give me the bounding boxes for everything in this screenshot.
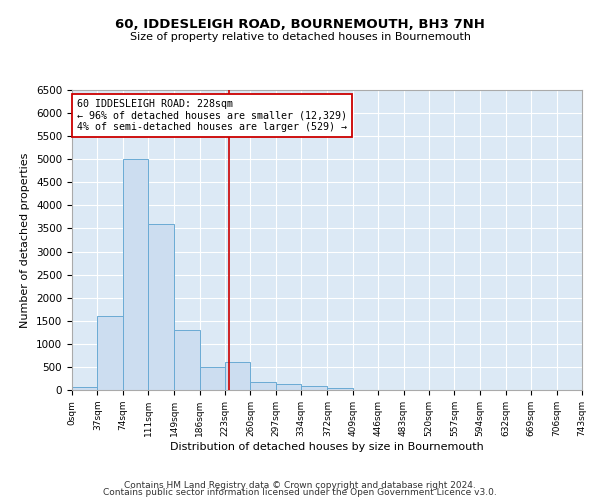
X-axis label: Distribution of detached houses by size in Bournemouth: Distribution of detached houses by size … — [170, 442, 484, 452]
Bar — [328, 388, 353, 390]
Text: 60 IDDESLEIGH ROAD: 228sqm
← 96% of detached houses are smaller (12,329)
4% of s: 60 IDDESLEIGH ROAD: 228sqm ← 96% of deta… — [77, 99, 347, 132]
Bar — [97, 316, 123, 390]
Bar — [72, 388, 97, 390]
Bar — [225, 362, 250, 390]
Y-axis label: Number of detached properties: Number of detached properties — [20, 152, 31, 328]
Text: 60, IDDESLEIGH ROAD, BOURNEMOUTH, BH3 7NH: 60, IDDESLEIGH ROAD, BOURNEMOUTH, BH3 7N… — [115, 18, 485, 30]
Bar — [200, 367, 225, 390]
Bar — [250, 382, 276, 390]
Text: Size of property relative to detached houses in Bournemouth: Size of property relative to detached ho… — [130, 32, 470, 42]
Text: Contains public sector information licensed under the Open Government Licence v3: Contains public sector information licen… — [103, 488, 497, 497]
Text: Contains HM Land Registry data © Crown copyright and database right 2024.: Contains HM Land Registry data © Crown c… — [124, 480, 476, 490]
Bar — [148, 224, 174, 390]
Bar — [174, 330, 200, 390]
Bar — [276, 384, 301, 390]
Bar — [301, 386, 328, 390]
Bar — [123, 159, 148, 390]
